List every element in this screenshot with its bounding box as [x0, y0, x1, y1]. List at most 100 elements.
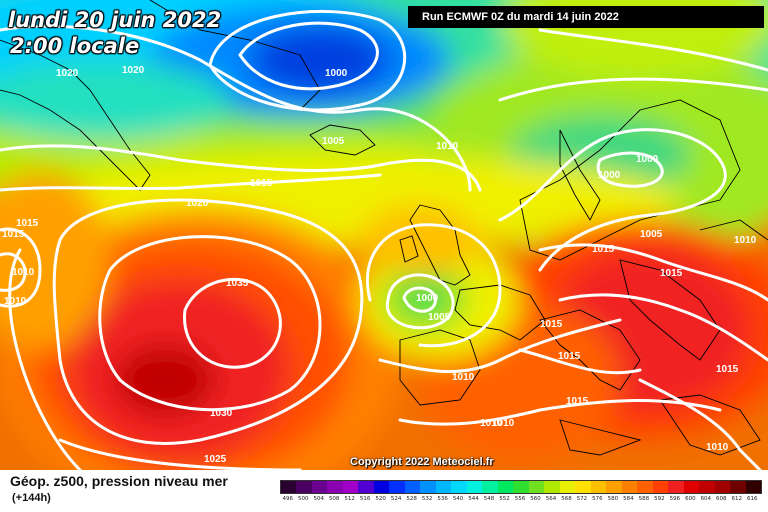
scale-label: 544: [468, 496, 479, 502]
isobar-label: 1010: [436, 141, 459, 152]
scale-label: 504: [313, 496, 324, 502]
scale-label: 616: [747, 496, 758, 502]
isobar-label: 1010: [492, 418, 515, 429]
scale-label: 536: [437, 496, 448, 502]
scale-swatch: [714, 481, 731, 493]
scale-swatch: [373, 481, 390, 493]
isobar-label: 1020: [186, 198, 209, 209]
isobar-label: 1010: [480, 418, 503, 429]
scale-label: 524: [390, 496, 402, 502]
scale-swatch: [683, 481, 700, 493]
isobar-label: 1010: [12, 267, 35, 278]
scale-swatch: [699, 481, 715, 493]
scale-swatch: [544, 481, 560, 493]
scale-label: 548: [483, 496, 495, 502]
scale-swatch: [652, 481, 669, 493]
isobar-label: 1015: [566, 396, 589, 407]
isobar-label: 1000: [325, 68, 348, 79]
scale-swatch: [311, 481, 328, 493]
scale-label: 528: [406, 496, 417, 502]
scale-label: 512: [344, 496, 355, 502]
scale-swatch: [637, 481, 653, 493]
scale-label: 496: [282, 496, 293, 502]
scale-label: 584: [623, 496, 634, 502]
scale-swatch: [590, 481, 607, 493]
isobar-label: 1030: [210, 408, 233, 419]
scale-label: 608: [716, 496, 727, 502]
isobar-label: 1000: [636, 154, 659, 165]
scale-label: 612: [731, 496, 743, 502]
scale-label: 592: [654, 496, 665, 502]
isobar-label: 1010: [706, 442, 729, 453]
scale-label: 580: [607, 496, 619, 502]
forecast-local-time: 2:00 locale: [10, 34, 140, 58]
scale-swatch: [575, 481, 591, 493]
scale-swatch: [482, 481, 498, 493]
isobar-label: 1010: [734, 235, 757, 246]
scale-label: 532: [421, 496, 433, 502]
isobar-label: 1035: [226, 278, 249, 289]
scale-label: 600: [685, 496, 696, 502]
scale-swatch: [420, 481, 436, 493]
scale-label: 500: [297, 496, 309, 502]
isobar-label: 1020: [56, 68, 79, 79]
isobar-label: 1025: [204, 454, 227, 465]
copyright-notice: Copyright 2022 Meteociel.fr: [350, 456, 494, 468]
color-scale-labels: 496 500 504 508 512 516 520 524 528 532 536 540 544 5…: [280, 496, 760, 508]
forecast-date: lundi 20 juin 2022: [8, 8, 222, 32]
isobar-label: 1015: [558, 351, 581, 362]
scale-swatch: [466, 481, 483, 493]
coastlines: [0, 0, 768, 456]
scale-swatch: [435, 481, 452, 493]
model-run-banner: Run ECMWF 0Z du mardi 14 juin 2022: [408, 6, 764, 28]
isobar-label: 1015: [250, 178, 273, 189]
scale-label: 520: [375, 496, 386, 502]
isobar-label: 1015: [2, 229, 25, 240]
isobar-label: 1020: [122, 65, 145, 76]
isobar-label: 1015: [660, 268, 683, 279]
color-scale-bar: [280, 480, 762, 494]
scale-label: 516: [359, 496, 371, 502]
scale-swatch: [730, 481, 746, 493]
scale-swatch: [342, 481, 359, 493]
scale-swatch: [528, 481, 545, 493]
isobar-label: 1010: [452, 372, 475, 383]
isobar-label: 1015: [16, 218, 39, 229]
scale-swatch: [296, 481, 312, 493]
scale-swatch: [451, 481, 467, 493]
scale-label: 552: [499, 496, 510, 502]
scale-label: 540: [452, 496, 464, 502]
isobars: [0, 9, 768, 470]
scale-label: 572: [576, 496, 588, 502]
scale-swatch: [404, 481, 421, 493]
isobar-label: 1005: [322, 136, 345, 147]
scale-label: 576: [592, 496, 603, 502]
forecast-range: (+144h): [12, 492, 51, 504]
isobar-label: 1015: [716, 364, 739, 375]
scale-label: 596: [669, 496, 681, 502]
isobar-label: 1015: [540, 319, 563, 330]
scale-swatch: [621, 481, 638, 493]
scale-label: 604: [700, 496, 712, 502]
scale-swatch: [559, 481, 576, 493]
isobar-label: 1015: [592, 244, 615, 255]
scale-swatch: [668, 481, 684, 493]
scale-swatch: [497, 481, 514, 493]
isobar-label: 1000: [416, 293, 439, 304]
scale-swatch: [281, 481, 297, 493]
scale-swatch: [358, 481, 374, 493]
isobar-label: 1005: [428, 312, 451, 323]
scale-label: 556: [514, 496, 526, 502]
scale-swatch: [327, 481, 343, 493]
isobar-label: 1000: [598, 170, 621, 181]
scale-swatch: [745, 481, 762, 493]
scale-swatch: [389, 481, 405, 493]
scale-label: 588: [638, 496, 650, 502]
isobar-label: 1010: [4, 296, 27, 307]
map-title: Géop. z500, pression niveau mer: [10, 473, 228, 489]
scale-label: 560: [530, 496, 541, 502]
isobar-label: 1005: [640, 229, 663, 240]
